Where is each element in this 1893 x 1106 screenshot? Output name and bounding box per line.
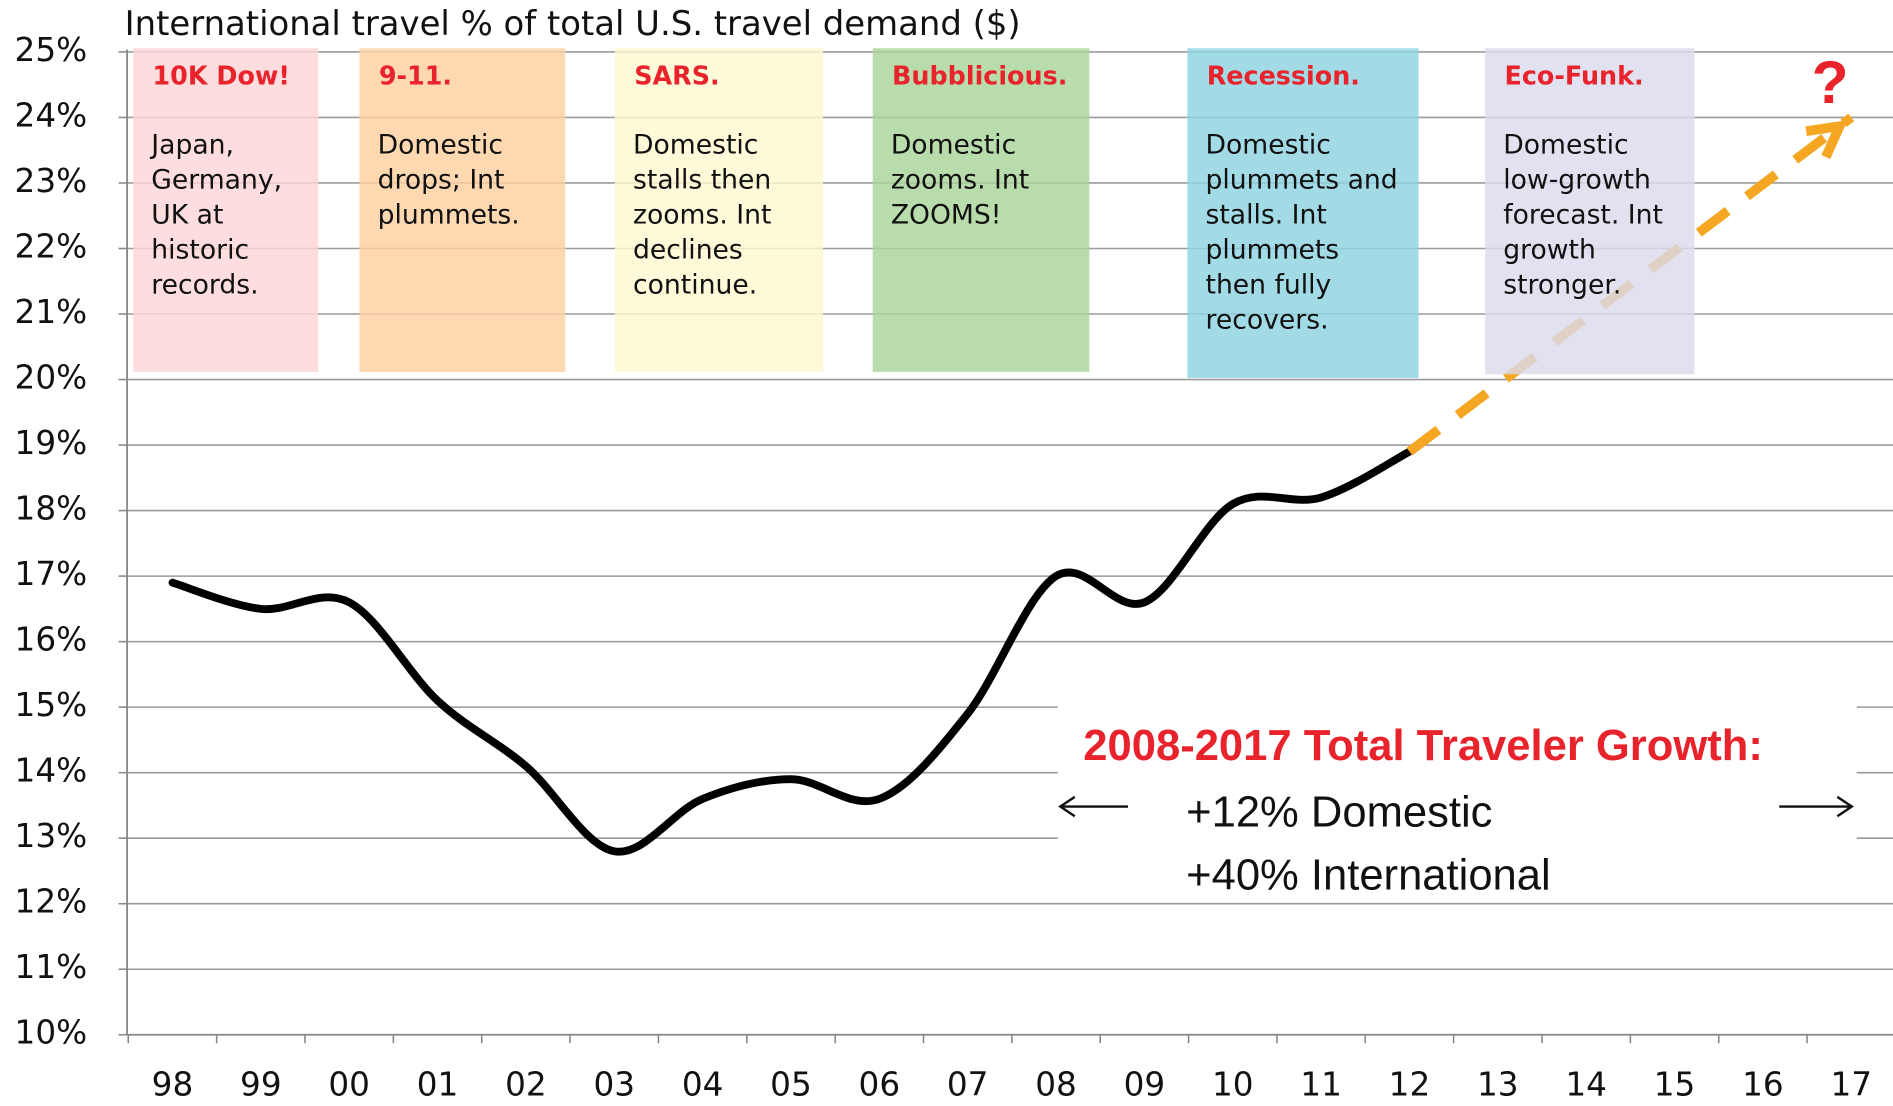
left-arrow xyxy=(1058,795,1129,818)
annotation-box xyxy=(1187,48,1419,378)
x-tick-label: 14 xyxy=(1565,1066,1607,1104)
annotation-text: recovers. xyxy=(1206,305,1329,336)
annotation-text: continue. xyxy=(633,270,757,301)
x-tick-label: 12 xyxy=(1389,1066,1431,1104)
annotation-text: Domestic xyxy=(633,130,758,161)
annotation-title: Bubblicious. xyxy=(892,60,1067,90)
annotation-box xyxy=(359,48,566,372)
x-tick-label: 02 xyxy=(505,1066,547,1104)
data-line xyxy=(168,447,1414,856)
annotation-text: historic xyxy=(151,235,249,266)
x-tick-label: 00 xyxy=(328,1066,370,1104)
annotation-title: 10K Dow! xyxy=(153,60,290,90)
note-title: 2008-2017 Total Traveler Growth: xyxy=(1083,722,1763,770)
y-tick-label: 21% xyxy=(15,293,88,331)
annotation-text: stalls then xyxy=(633,165,771,196)
note-text: +40% International xyxy=(1186,851,1551,899)
annotation-text: growth xyxy=(1503,235,1596,266)
annotation-text: plummets. xyxy=(378,200,520,231)
annotation-text: declines xyxy=(633,235,743,266)
x-tick-label: 08 xyxy=(1035,1066,1077,1104)
annotation-text: records. xyxy=(151,270,258,301)
x-tick-label: 16 xyxy=(1742,1066,1784,1104)
annotation-title: Recession. xyxy=(1207,60,1360,90)
annotation-text: drops; Int xyxy=(378,165,505,196)
right-arrow xyxy=(1779,795,1855,818)
annotation-text: Domestic xyxy=(1503,130,1628,161)
annotation-text: plummets xyxy=(1206,235,1340,266)
annotation-title: Eco-Funk. xyxy=(1504,60,1643,90)
annotation-text: stronger. xyxy=(1503,270,1621,301)
annotation-text: then fully xyxy=(1206,270,1332,301)
annotation-box xyxy=(614,48,824,372)
annotation-text: stalls. Int xyxy=(1206,200,1327,231)
x-tick-label: 10 xyxy=(1212,1066,1254,1104)
x-tick-label: 07 xyxy=(947,1066,989,1104)
question-mark: ? xyxy=(1812,48,1849,116)
y-tick-label: 20% xyxy=(15,359,88,397)
y-tick-label: 11% xyxy=(15,948,88,986)
annotation-text: Japan, xyxy=(149,130,234,161)
annotation-text: ZOOMS! xyxy=(891,200,1002,231)
y-tick-label: 25% xyxy=(15,31,88,69)
y-tick-label: 13% xyxy=(15,817,88,855)
y-tick-label: 16% xyxy=(15,621,88,659)
chart-title: International travel % of total U.S. tra… xyxy=(125,4,1021,43)
y-tick-label: 22% xyxy=(15,228,88,266)
annotation-title: SARS. xyxy=(634,60,719,90)
x-tick-label: 98 xyxy=(152,1066,194,1104)
x-tick-label: 01 xyxy=(417,1066,459,1104)
note-box xyxy=(1057,702,1857,900)
annotation-text: Domestic xyxy=(378,130,503,161)
y-tick-label: 17% xyxy=(15,555,88,593)
x-tick-label: 09 xyxy=(1124,1066,1166,1104)
annotation-text: UK at xyxy=(151,200,223,231)
arrow-head xyxy=(1805,120,1848,160)
annotation-text: forecast. Int xyxy=(1503,200,1663,231)
y-tick-label: 18% xyxy=(15,490,88,528)
annotation-box xyxy=(1485,48,1695,375)
annotation-text: Domestic xyxy=(1206,130,1331,161)
x-tick-label: 13 xyxy=(1477,1066,1519,1104)
y-tick-label: 19% xyxy=(15,424,88,462)
y-tick-label: 12% xyxy=(15,883,88,921)
y-tick-label: 23% xyxy=(15,162,88,200)
annotation-text: zooms. Int xyxy=(891,165,1029,196)
annotation-text: low-growth xyxy=(1503,165,1651,196)
annotation-title: 9-11. xyxy=(379,60,452,90)
x-tick-label: 11 xyxy=(1300,1066,1342,1104)
annotation-box xyxy=(872,48,1090,372)
x-tick-label: 17 xyxy=(1830,1066,1872,1104)
x-tick-label: 04 xyxy=(682,1066,724,1104)
x-tick-label: 15 xyxy=(1654,1066,1696,1104)
x-tick-label: 99 xyxy=(240,1066,282,1104)
annotation-text: Germany, xyxy=(151,165,282,196)
annotation-box xyxy=(133,48,319,372)
note-text: +12% Domestic xyxy=(1186,789,1492,837)
y-tick-label: 14% xyxy=(15,752,88,790)
annotation-text: zooms. Int xyxy=(633,200,771,231)
x-tick-label: 06 xyxy=(859,1066,901,1104)
x-tick-label: 05 xyxy=(770,1066,812,1104)
x-tick-label: 03 xyxy=(593,1066,635,1104)
y-tick-label: 24% xyxy=(15,96,88,134)
y-tick-label: 15% xyxy=(15,686,88,724)
annotation-text: plummets and xyxy=(1206,165,1398,196)
y-tick-label: 10% xyxy=(15,1014,88,1052)
annotation-text: Domestic xyxy=(891,130,1016,161)
